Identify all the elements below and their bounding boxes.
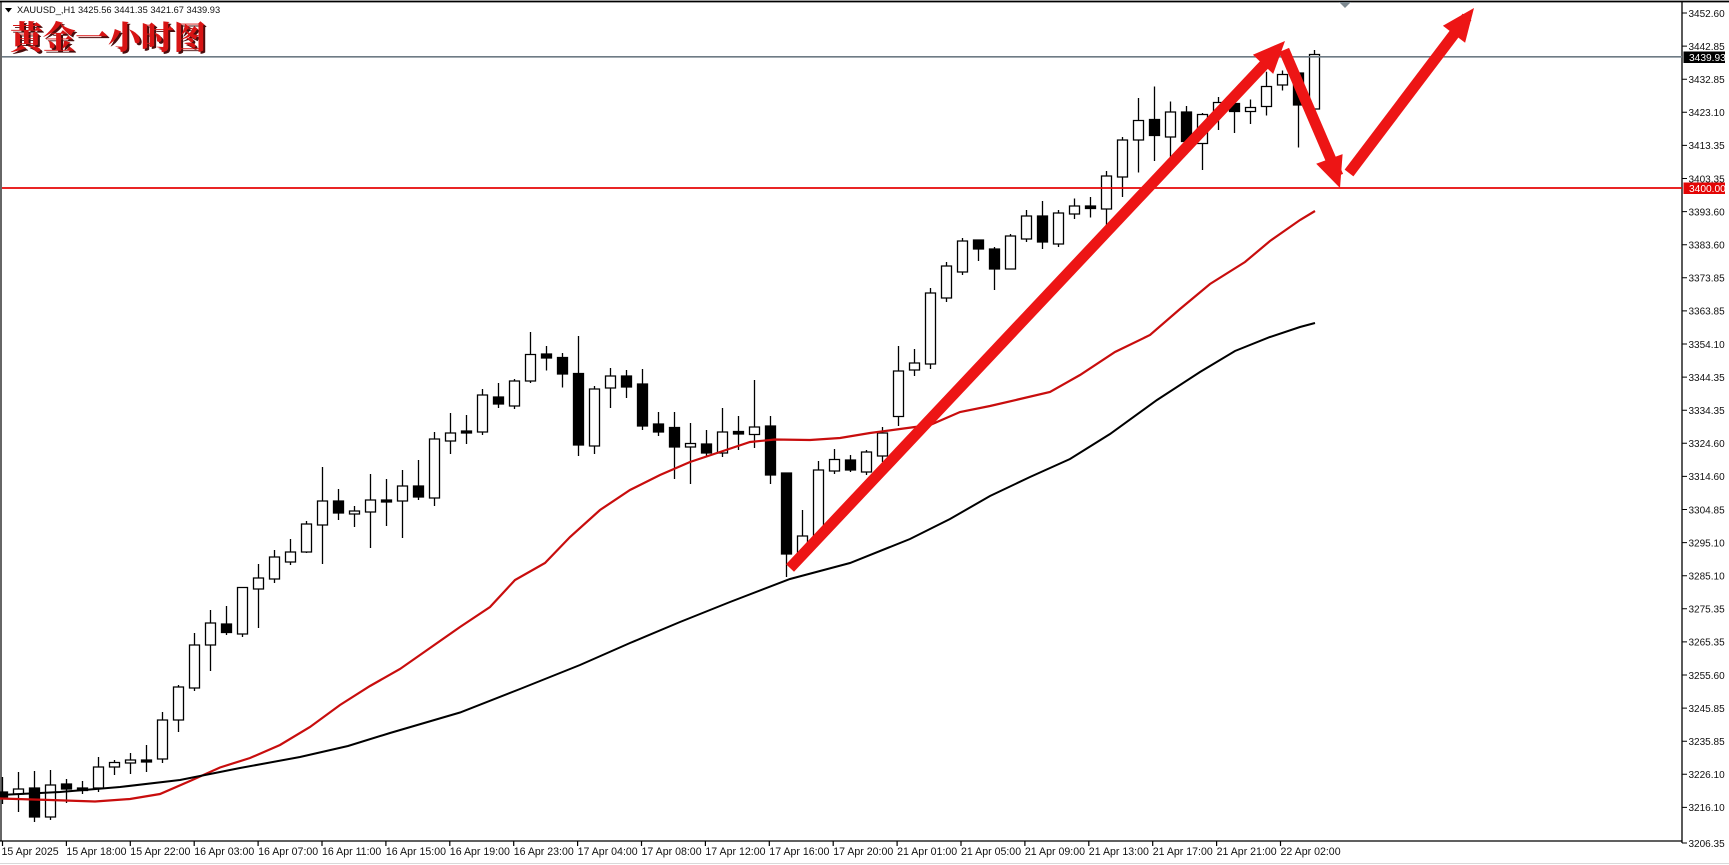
svg-text:3304.85: 3304.85 — [1689, 505, 1726, 516]
svg-text:3413.35: 3413.35 — [1689, 141, 1726, 152]
svg-text:3275.35: 3275.35 — [1689, 605, 1726, 616]
svg-text:3383.60: 3383.60 — [1689, 241, 1726, 252]
svg-text:21 Apr 21:00: 21 Apr 21:00 — [1217, 846, 1277, 858]
svg-text:21 Apr 17:00: 21 Apr 17:00 — [1153, 846, 1213, 858]
svg-text:15 Apr 2025: 15 Apr 2025 — [2, 846, 59, 858]
svg-text:16 Apr 19:00: 16 Apr 19:00 — [450, 846, 510, 858]
svg-text:3393.60: 3393.60 — [1689, 207, 1726, 218]
svg-text:21 Apr 01:00: 21 Apr 01:00 — [897, 846, 957, 858]
svg-text:16 Apr 23:00: 16 Apr 23:00 — [514, 846, 574, 858]
svg-text:3314.60: 3314.60 — [1689, 472, 1726, 483]
svg-text:21 Apr 05:00: 21 Apr 05:00 — [961, 846, 1021, 858]
svg-text:3344.35: 3344.35 — [1689, 373, 1726, 384]
svg-text:16 Apr 15:00: 16 Apr 15:00 — [386, 846, 446, 858]
svg-text:3403.35: 3403.35 — [1689, 174, 1726, 185]
svg-text:3285.10: 3285.10 — [1689, 572, 1726, 583]
svg-text:3400.00: 3400.00 — [1689, 184, 1726, 195]
svg-text:3265.35: 3265.35 — [1689, 638, 1726, 649]
svg-text:17 Apr 04:00: 17 Apr 04:00 — [578, 846, 638, 858]
svg-text:3373.85: 3373.85 — [1689, 274, 1726, 285]
svg-text:17 Apr 08:00: 17 Apr 08:00 — [642, 846, 702, 858]
svg-text:15 Apr 22:00: 15 Apr 22:00 — [130, 846, 190, 858]
svg-text:17 Apr 12:00: 17 Apr 12:00 — [705, 846, 765, 858]
svg-text:15 Apr 18:00: 15 Apr 18:00 — [66, 846, 126, 858]
svg-text:3226.10: 3226.10 — [1689, 770, 1726, 781]
svg-text:3295.10: 3295.10 — [1689, 538, 1726, 549]
svg-text:16 Apr 03:00: 16 Apr 03:00 — [194, 846, 254, 858]
svg-text:3324.60: 3324.60 — [1689, 439, 1726, 450]
svg-text:21 Apr 09:00: 21 Apr 09:00 — [1025, 846, 1085, 858]
svg-text:3245.85: 3245.85 — [1689, 704, 1726, 715]
svg-text:3423.10: 3423.10 — [1689, 108, 1726, 119]
svg-text:3452.60: 3452.60 — [1689, 9, 1726, 20]
svg-text:21 Apr 13:00: 21 Apr 13:00 — [1089, 846, 1149, 858]
svg-text:3354.10: 3354.10 — [1689, 340, 1726, 351]
svg-text:3439.93: 3439.93 — [1689, 53, 1726, 64]
svg-text:3432.85: 3432.85 — [1689, 75, 1726, 86]
svg-text:16 Apr 11:00: 16 Apr 11:00 — [322, 846, 381, 858]
svg-text:3442.85: 3442.85 — [1689, 42, 1726, 53]
svg-text:3206.35: 3206.35 — [1689, 839, 1726, 850]
svg-text:17 Apr 16:00: 17 Apr 16:00 — [769, 846, 829, 858]
svg-text:22 Apr 02:00: 22 Apr 02:00 — [1281, 846, 1341, 858]
svg-text:3216.10: 3216.10 — [1689, 803, 1726, 814]
svg-text:3363.85: 3363.85 — [1689, 307, 1726, 318]
svg-text:XAUUSD_,H1 3425.56 3441.35 34: XAUUSD_,H1 3425.56 3441.35 3421.67 3439.… — [17, 5, 220, 15]
svg-text:16 Apr 07:00: 16 Apr 07:00 — [258, 846, 318, 858]
svg-text:3255.60: 3255.60 — [1689, 671, 1726, 682]
svg-text:3334.35: 3334.35 — [1689, 406, 1726, 417]
svg-text:3235.85: 3235.85 — [1689, 737, 1726, 748]
svg-text:17 Apr 20:00: 17 Apr 20:00 — [833, 846, 893, 858]
